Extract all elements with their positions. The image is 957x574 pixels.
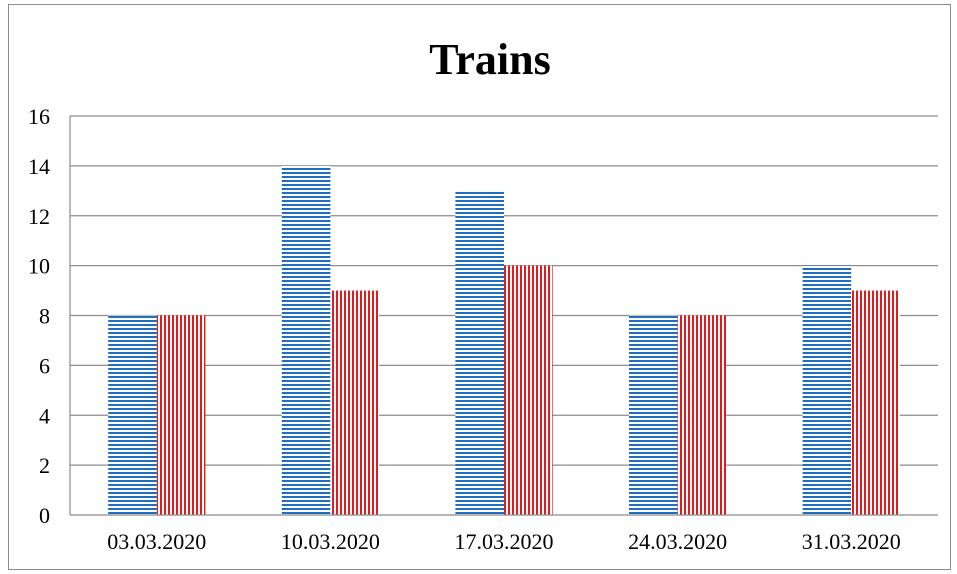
bar-series-2 [677,315,727,515]
bar-series-2 [851,290,900,515]
y-tick-label: 14 [28,154,50,179]
x-tick-label: 31.03.2020 [802,529,901,554]
y-tick-label: 12 [28,204,50,229]
x-tick-label: 03.03.2020 [107,529,206,554]
bar-series-1 [628,315,678,515]
bars [108,165,900,515]
y-tick-labels: 0 2 4 6 8 10 12 14 16 [28,104,50,528]
bar-series-2 [156,315,206,515]
bar-series-1 [802,265,852,515]
y-tick-label: 8 [39,304,50,329]
x-tick-label: 10.03.2020 [281,529,380,554]
bar-series-2 [504,265,553,515]
bar-series-1 [108,315,157,515]
y-tick-label: 0 [39,503,50,528]
bar-series-1 [281,165,331,515]
chart-title: Trains [429,35,550,84]
x-tick-labels: 03.03.2020 10.03.2020 17.03.2020 24.03.2020… [107,529,900,554]
y-tick-label: 10 [28,254,50,279]
x-tick-label: 17.03.2020 [455,529,554,554]
y-tick-label: 2 [39,453,50,478]
y-tick-label: 4 [39,403,50,428]
bar-series-1 [455,190,504,515]
y-tick-label: 6 [39,353,50,378]
bar-series-2 [330,290,380,515]
x-tick-label: 24.03.2020 [628,529,727,554]
y-tick-label: 16 [28,104,50,129]
axes [69,116,938,516]
